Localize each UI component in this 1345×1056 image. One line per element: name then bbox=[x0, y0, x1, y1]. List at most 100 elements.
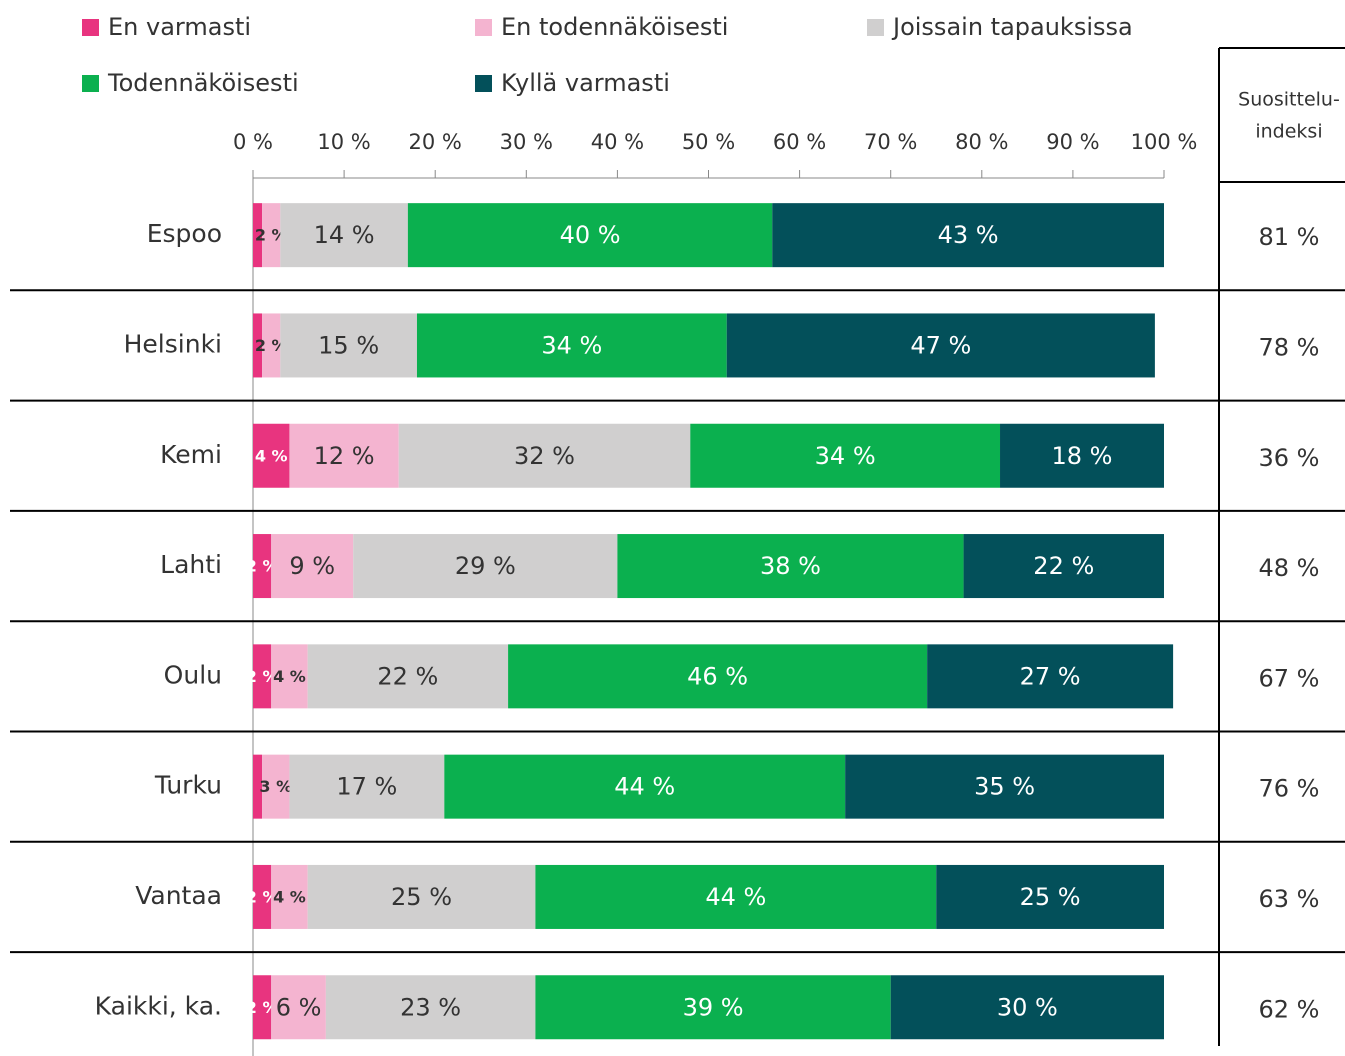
data-label: 46 % bbox=[687, 662, 748, 690]
data-label: 2 % bbox=[246, 557, 279, 576]
y-tick-label: Espoo bbox=[147, 219, 222, 248]
bar-segment bbox=[890, 975, 1164, 1040]
data-label: 2 % bbox=[255, 226, 288, 245]
data-label: 47 % bbox=[910, 331, 971, 359]
data-label: 32 % bbox=[514, 442, 575, 470]
legend-label: Kyllä varmasti bbox=[501, 69, 670, 97]
bar-segment bbox=[772, 203, 1164, 268]
y-tick-label: Oulu bbox=[164, 660, 222, 689]
data-label: 44 % bbox=[614, 773, 675, 801]
bar-segment bbox=[444, 754, 846, 819]
data-label: 38 % bbox=[760, 552, 821, 580]
data-label: 4 % bbox=[255, 446, 288, 465]
legend-swatch bbox=[82, 19, 99, 36]
data-label: 22 % bbox=[1033, 552, 1094, 580]
bar-segment bbox=[936, 864, 1164, 929]
data-label: 2 % bbox=[246, 667, 279, 686]
bar-segment bbox=[271, 534, 354, 599]
data-label: 18 % bbox=[1052, 442, 1113, 470]
x-tick-label: 30 % bbox=[500, 130, 553, 154]
x-tick-label: 100 % bbox=[1131, 130, 1198, 154]
data-label: 14 % bbox=[314, 221, 375, 249]
bar-segment bbox=[271, 864, 308, 929]
bar-segment bbox=[253, 644, 272, 709]
bar-segment bbox=[726, 313, 1155, 378]
bar-segment bbox=[927, 644, 1174, 709]
data-label: 2 % bbox=[246, 998, 279, 1017]
bar-segment bbox=[253, 975, 272, 1040]
bar-segment bbox=[253, 423, 290, 488]
bar-segment bbox=[398, 423, 691, 488]
data-label: 25 % bbox=[391, 883, 452, 911]
legend-swatch bbox=[82, 75, 99, 92]
y-tick-label: Turku bbox=[154, 771, 222, 800]
data-label: 22 % bbox=[377, 662, 438, 690]
index-value: 76 % bbox=[1259, 775, 1320, 803]
index-header: Suosittelu- bbox=[1238, 89, 1340, 111]
y-tick-label: Kemi bbox=[160, 440, 222, 469]
x-tick-label: 80 % bbox=[955, 130, 1008, 154]
index-value: 62 % bbox=[1259, 995, 1320, 1023]
x-tick-label: 60 % bbox=[773, 130, 826, 154]
index-value: 48 % bbox=[1259, 554, 1320, 582]
legend-label: Todennäköisesti bbox=[107, 69, 299, 97]
bar-segment bbox=[407, 203, 773, 268]
bar-segment bbox=[289, 423, 399, 488]
bar-segment bbox=[307, 864, 536, 929]
x-tick-label: 90 % bbox=[1046, 130, 1099, 154]
legend-label: En varmasti bbox=[108, 13, 251, 41]
data-label: 34 % bbox=[541, 331, 602, 359]
bar-segment bbox=[508, 644, 928, 709]
data-label: 3 % bbox=[259, 777, 292, 796]
bar-segment bbox=[253, 203, 263, 268]
data-label: 9 % bbox=[289, 552, 335, 580]
data-label: 39 % bbox=[683, 993, 744, 1021]
y-tick-label: Lahti bbox=[160, 550, 222, 579]
data-label: 43 % bbox=[938, 221, 999, 249]
legend-label: Joissain tapauksissa bbox=[891, 13, 1133, 41]
data-label: 4 % bbox=[273, 887, 306, 906]
bar-segment bbox=[535, 975, 891, 1040]
data-label: 6 % bbox=[276, 993, 322, 1021]
legend-label: En todennäköisesti bbox=[501, 13, 728, 41]
x-tick-label: 0 % bbox=[233, 130, 273, 154]
bar-segment bbox=[271, 975, 326, 1040]
data-label: 2 % bbox=[255, 336, 288, 355]
x-tick-label: 70 % bbox=[864, 130, 917, 154]
x-tick-label: 40 % bbox=[591, 130, 644, 154]
bar-segment bbox=[353, 534, 618, 599]
bar-segment bbox=[963, 534, 1164, 599]
bar-segment bbox=[262, 754, 290, 819]
bar-segment bbox=[253, 313, 263, 378]
index-value: 67 % bbox=[1259, 664, 1320, 692]
index-value: 36 % bbox=[1259, 444, 1320, 472]
index-header: indeksi bbox=[1255, 121, 1322, 143]
data-label: 27 % bbox=[1020, 662, 1081, 690]
data-label: 25 % bbox=[1020, 883, 1081, 911]
bar-segment bbox=[253, 864, 272, 929]
data-label: 29 % bbox=[455, 552, 516, 580]
bar-segment bbox=[271, 644, 308, 709]
bar-segment bbox=[253, 754, 263, 819]
bar-segment bbox=[262, 313, 281, 378]
data-label: 2 % bbox=[246, 887, 279, 906]
data-label: 23 % bbox=[400, 993, 461, 1021]
data-label: 4 % bbox=[273, 667, 306, 686]
bar-segment bbox=[280, 313, 417, 378]
x-tick-label: 50 % bbox=[682, 130, 735, 154]
legend-swatch bbox=[475, 19, 492, 36]
bar-segment bbox=[289, 754, 445, 819]
data-label: 34 % bbox=[815, 442, 876, 470]
bar-segment bbox=[535, 864, 937, 929]
bar-segment bbox=[845, 754, 1164, 819]
y-tick-label: Helsinki bbox=[124, 329, 222, 358]
bar-segment bbox=[617, 534, 964, 599]
bar-segment bbox=[325, 975, 536, 1040]
y-tick-label: Kaikki, ka. bbox=[95, 991, 222, 1020]
x-tick-label: 20 % bbox=[409, 130, 462, 154]
bar-segment bbox=[416, 313, 727, 378]
data-label: 30 % bbox=[997, 993, 1058, 1021]
data-label: 17 % bbox=[336, 773, 397, 801]
data-label: 15 % bbox=[318, 331, 379, 359]
bar-segment bbox=[280, 203, 408, 268]
